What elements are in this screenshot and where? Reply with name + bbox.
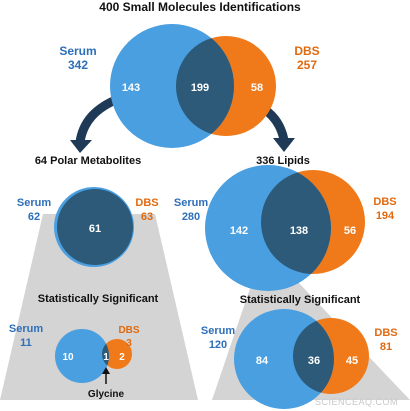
lipids-overlap-count: 138 <box>290 225 308 237</box>
lipid-sig-dbs-only-count: 45 <box>346 355 358 367</box>
lipid-sig-overlap-count: 36 <box>308 355 320 367</box>
top-serum-only-count: 143 <box>122 82 140 94</box>
polar-sig-serum-total: 11 <box>20 337 32 349</box>
polar-dbs-label: DBS <box>135 197 158 209</box>
polar-sig-title: Statistically Significant <box>38 293 159 305</box>
lipids-serum-label: Serum <box>174 197 208 209</box>
polar-overlap-count: 61 <box>89 223 101 235</box>
polar-sig-overlap-count: 1 <box>103 352 109 363</box>
polar-sig-dbs-label: DBS <box>118 325 139 336</box>
lipids-dbs-label: DBS <box>373 196 396 208</box>
right-arrow-head-icon <box>273 138 295 152</box>
lipids-serum-only-count: 142 <box>230 225 248 237</box>
top-overlap-region <box>176 36 234 136</box>
lipids-dbs-only-count: 56 <box>344 225 356 237</box>
polar-sig-serum-circle <box>55 329 109 383</box>
polar-dbs-total: 63 <box>141 211 153 223</box>
polar-sig-dbs-only-count: 2 <box>119 352 125 363</box>
left-arrow-head-icon <box>70 140 92 153</box>
lipid-sig-serum-label: Serum <box>201 325 235 337</box>
lipids-overlap-region <box>261 170 331 274</box>
top-dbs-total: 257 <box>297 58 317 72</box>
polar-title: 64 Polar Metabolites <box>35 155 141 167</box>
polar-serum-label: Serum <box>17 197 51 209</box>
top-dbs-only-count: 58 <box>251 82 263 94</box>
top-overlap-count: 199 <box>191 82 209 94</box>
top-title: 400 Small Molecules Identifications <box>99 0 301 14</box>
top-serum-total: 342 <box>68 58 88 72</box>
polar-serum-total: 62 <box>28 211 40 223</box>
lipid-sig-dbs-total: 81 <box>380 341 392 353</box>
lipids-serum-total: 280 <box>182 211 200 223</box>
glycine-arrow-up-icon <box>102 367 110 374</box>
lipid-sig-dbs-label: DBS <box>374 327 397 339</box>
polar-sig-serum-label: Serum <box>9 323 43 335</box>
polar-zoom-trapezoid <box>0 214 198 400</box>
lipids-title: 336 Lipids <box>256 155 310 167</box>
top-serum-label: Serum <box>59 44 96 58</box>
polar-sig-dbs-total: 3 <box>126 338 132 349</box>
polar-sig-dbs-circle <box>102 339 132 369</box>
watermark-text: SCIENCEAQ.COM <box>315 397 398 407</box>
lipids-dbs-total: 194 <box>376 210 395 222</box>
top-dbs-label: DBS <box>294 44 319 58</box>
polar-overlap-region <box>57 189 133 265</box>
lipid-sig-serum-total: 120 <box>209 339 227 351</box>
lipid-sig-serum-only-count: 84 <box>256 355 269 367</box>
glycine-label: Glycine <box>88 389 125 400</box>
lipid-sig-title: Statistically Significant <box>240 294 361 306</box>
polar-sig-serum-only-count: 10 <box>62 352 74 363</box>
lipid-sig-overlap-region <box>293 318 334 394</box>
